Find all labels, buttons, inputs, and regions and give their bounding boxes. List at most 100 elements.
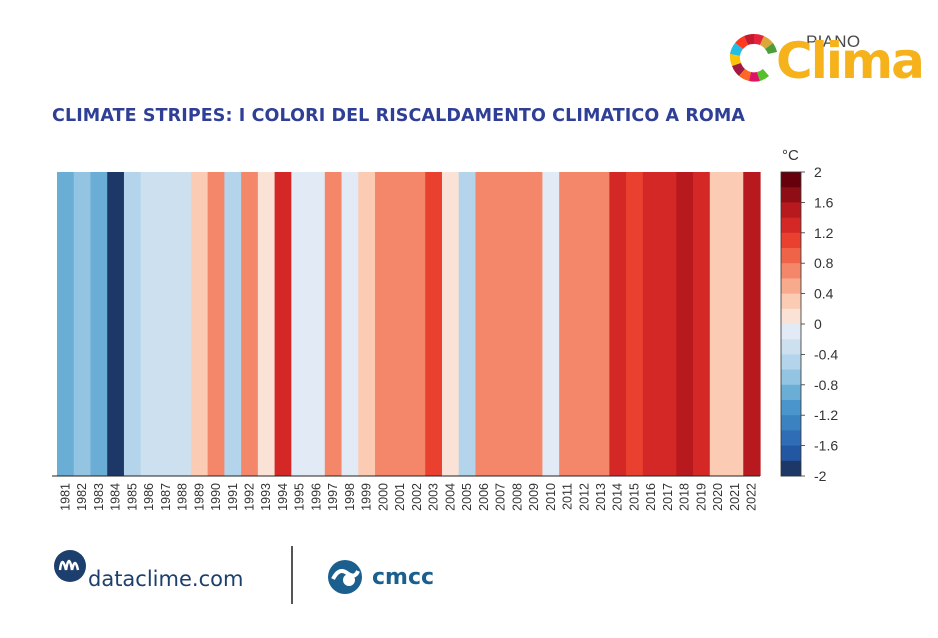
- stripe-2020: [709, 172, 728, 476]
- x-tick-label: 2005: [460, 483, 474, 511]
- stripe-2019: [693, 172, 711, 476]
- stripe-2004: [441, 172, 460, 476]
- x-tick-label: 2011: [561, 483, 575, 510]
- x-tick-label: 1988: [176, 483, 190, 511]
- x-tick-label: 1997: [326, 483, 340, 511]
- colorbar-segment: [781, 384, 801, 401]
- x-tick-label: 2018: [678, 483, 692, 511]
- x-tick-label: 2010: [544, 483, 558, 511]
- colorbar-segment: [781, 445, 801, 462]
- colorbar-tick-label: -2: [814, 468, 827, 484]
- stripe-2022: [743, 172, 761, 476]
- x-tick-label: 2015: [627, 483, 641, 511]
- colorbar-tick-label: 0.4: [814, 286, 834, 302]
- stripe-1990: [207, 172, 225, 476]
- colorbar-tick-label: 0.8: [814, 255, 834, 271]
- stripe-2008: [508, 172, 527, 476]
- stripe-1999: [358, 172, 376, 476]
- stripe-1989: [190, 172, 209, 476]
- x-tick-label: 1994: [276, 483, 290, 511]
- x-tick-label: 2003: [427, 483, 441, 511]
- x-tick-label: 1993: [259, 483, 273, 511]
- x-tick-label: 2020: [711, 483, 725, 511]
- stripe-1981: [57, 172, 75, 476]
- logo-piano-label: PIANO: [806, 32, 861, 51]
- stripe-2006: [475, 172, 493, 476]
- x-tick-label: 1996: [309, 483, 323, 511]
- colorbar-tick-label: 1.6: [814, 194, 834, 210]
- stripe-1988: [174, 172, 192, 476]
- colorbar-segment: [781, 369, 801, 386]
- x-tick-label: 1998: [343, 483, 357, 511]
- piano-clima-logo: [729, 33, 777, 82]
- colorbar-tick-label: -1.2: [814, 407, 838, 423]
- x-tick-label: 2001: [393, 483, 407, 511]
- colorbar-segment: [781, 293, 801, 310]
- stripe-1998: [341, 172, 359, 476]
- stripe-1991: [224, 172, 242, 476]
- stripe-2013: [592, 172, 610, 476]
- stripe-2009: [525, 172, 544, 476]
- stripe-2001: [391, 172, 410, 476]
- dataclime-label: dataclime.com: [88, 567, 244, 591]
- stripe-1985: [123, 172, 142, 476]
- x-tick-label: 1989: [192, 483, 206, 511]
- x-tick-label: 1991: [226, 483, 240, 511]
- colorbar-unit-label: °C: [782, 147, 799, 164]
- x-tick-label: 2009: [527, 483, 541, 511]
- colorbar-tick-label: 1.2: [814, 225, 834, 241]
- stripe-2010: [542, 172, 560, 476]
- x-tick-label: 1981: [58, 483, 72, 511]
- x-tick-label: 2000: [376, 483, 390, 511]
- stripe-2021: [726, 172, 744, 476]
- colorbar-tick-label: -1.6: [814, 438, 838, 454]
- colorbar-segment: [781, 415, 801, 431]
- colorbar-tick-label: 0: [814, 316, 822, 332]
- x-tick-label: 2013: [594, 483, 608, 511]
- stripe-2018: [676, 172, 694, 476]
- colorbar-segment: [781, 324, 801, 340]
- footer-divider: [291, 546, 293, 604]
- x-tick-label: 1990: [209, 483, 223, 511]
- colorbar-segment: [781, 400, 801, 416]
- colorbar-segment: [781, 232, 801, 249]
- sdg-wheel-icon: [729, 33, 777, 82]
- colorbar-tick-label: -0.8: [814, 377, 838, 393]
- x-tick-label: 2017: [661, 483, 675, 511]
- colorbar-segment: [781, 460, 801, 477]
- stripe-2007: [492, 172, 510, 476]
- chart-title: CLIMATE STRIPES: I COLORI DEL RISCALDAME…: [52, 106, 746, 126]
- stripe-1997: [324, 172, 343, 476]
- colorbar-segment: [781, 172, 801, 188]
- x-tick-label: 2006: [477, 483, 491, 511]
- stripe-1982: [73, 172, 92, 476]
- cmcc-logo-icon: [328, 560, 362, 594]
- stripe-2011: [559, 172, 577, 476]
- stripe-2017: [659, 172, 677, 476]
- stripe-2012: [575, 172, 594, 476]
- stripe-1992: [241, 172, 259, 476]
- x-tick-label: 2022: [745, 483, 759, 511]
- stripe-1984: [107, 172, 125, 476]
- stripe-1996: [308, 172, 326, 476]
- x-tick-label: 2021: [728, 483, 742, 511]
- stripe-1994: [274, 172, 292, 476]
- colorbar-segment: [781, 278, 801, 294]
- stripe-2014: [609, 172, 627, 476]
- x-tick-label: 1995: [293, 483, 307, 511]
- x-tick-label: 2019: [694, 483, 708, 511]
- stripe-2003: [425, 172, 443, 476]
- x-tick-label: 2002: [410, 483, 424, 511]
- x-tick-label: 2016: [644, 483, 658, 511]
- x-tick-label: 2007: [494, 483, 508, 511]
- x-tick-label: 1992: [242, 483, 256, 511]
- stripe-1986: [140, 172, 159, 476]
- logo-clima-word: Clima: [776, 32, 925, 90]
- x-tick-label: 2014: [611, 483, 625, 511]
- colorbar-segment: [781, 339, 801, 355]
- colorbar-segment: [781, 263, 801, 279]
- stripe-2016: [642, 172, 661, 476]
- colorbar-segment: [781, 430, 801, 446]
- stripe-1987: [157, 172, 175, 476]
- x-tick-label: 1983: [92, 483, 106, 511]
